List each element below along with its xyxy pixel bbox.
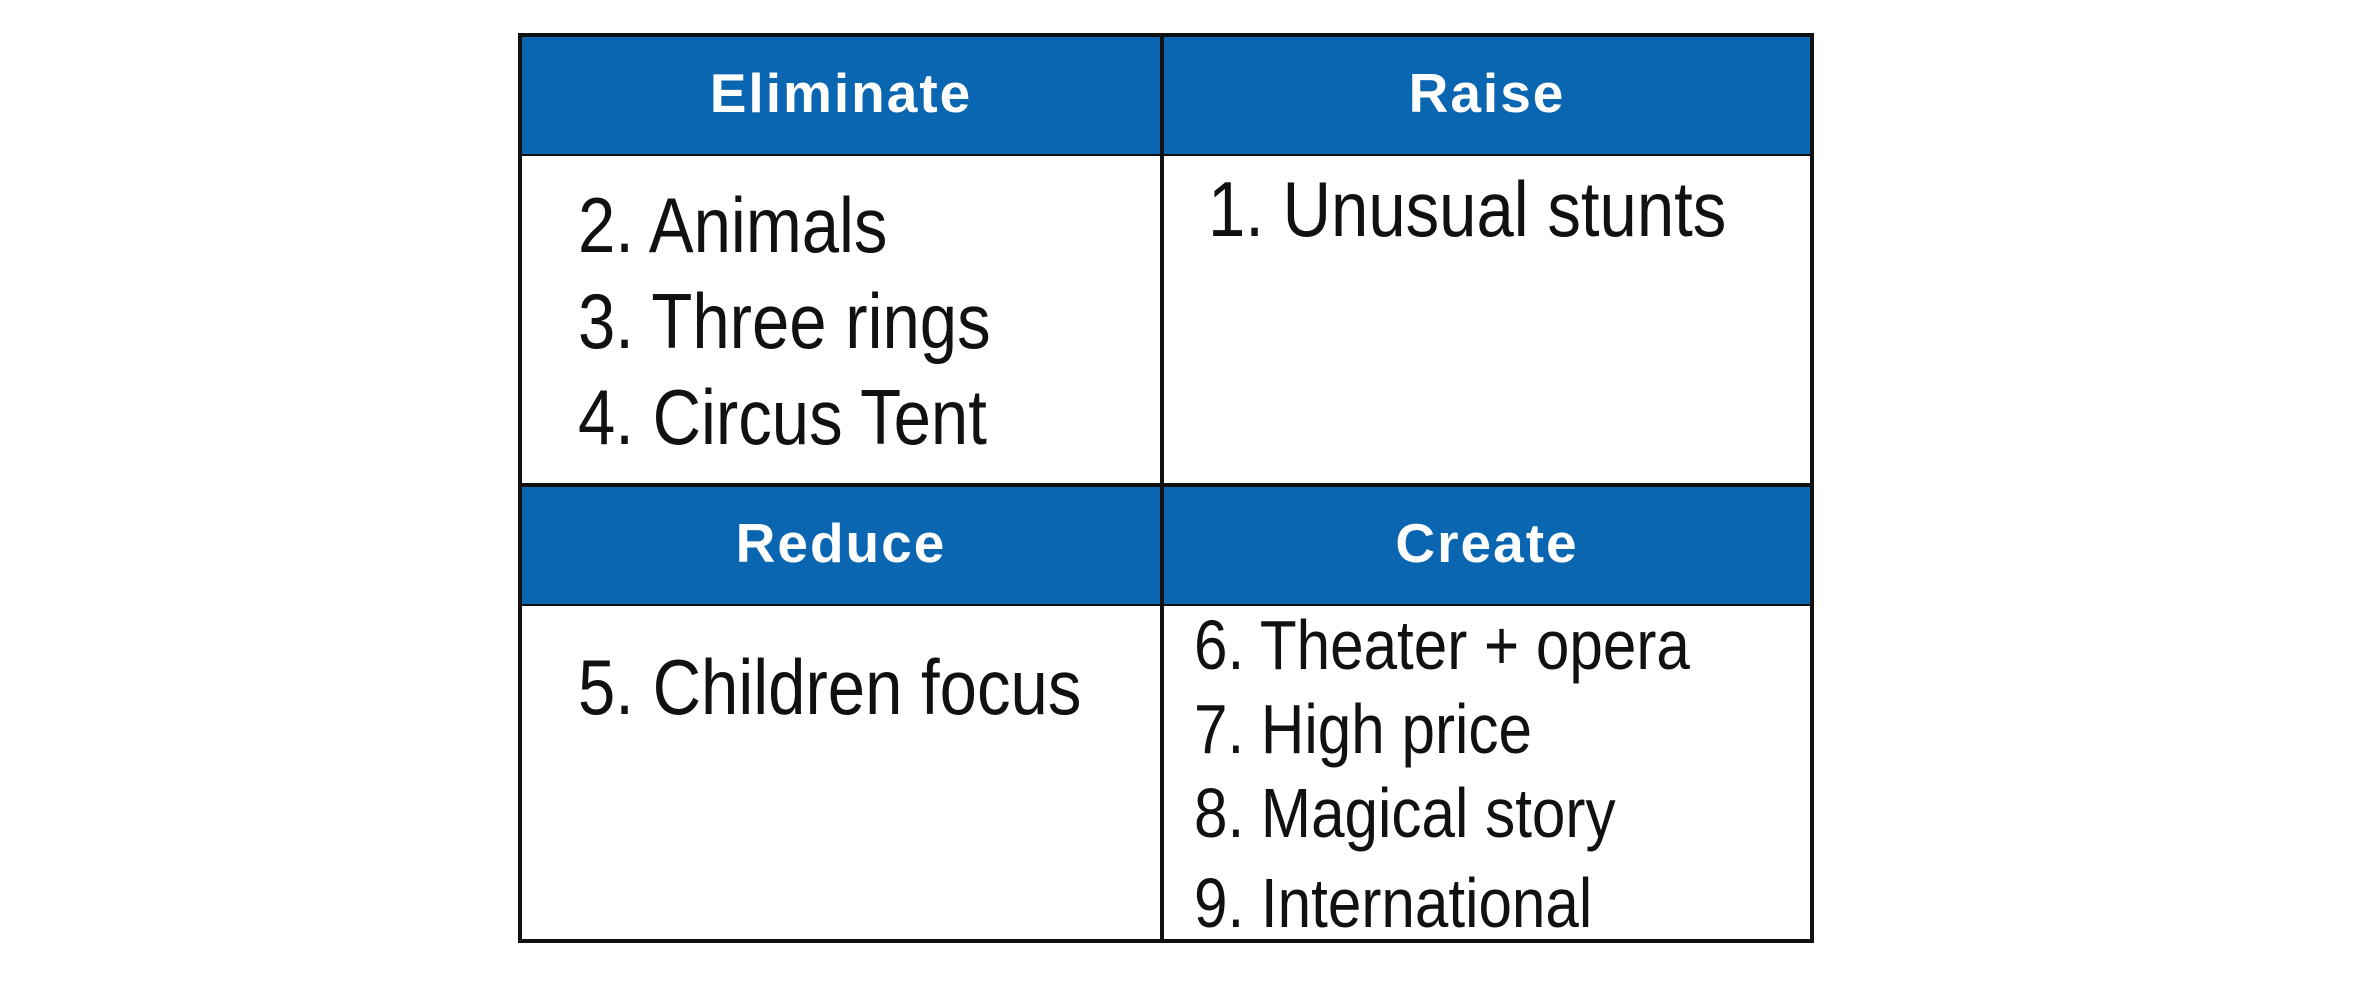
create-item: 9. International xyxy=(1194,864,1593,942)
eliminate-title: Eliminate xyxy=(709,61,973,124)
reduce-body: 5. Children focus xyxy=(522,606,1164,939)
eliminate-item: 3. Three rings xyxy=(578,277,991,365)
raise-header: Raise xyxy=(1164,37,1810,156)
raise-body: 1. Unusual stunts xyxy=(1164,156,1810,487)
raise-item: 1. Unusual stunts xyxy=(1208,165,1727,253)
errc-grid: Eliminate Raise 2. Animals 3. Three ring… xyxy=(518,33,1814,943)
reduce-title: Reduce xyxy=(735,511,947,574)
create-header: Create xyxy=(1164,487,1810,606)
eliminate-body: 2. Animals 3. Three rings 4. Circus Tent xyxy=(522,156,1164,487)
create-title: Create xyxy=(1395,511,1579,574)
eliminate-header: Eliminate xyxy=(522,37,1164,156)
reduce-item: 5. Children focus xyxy=(578,643,1082,731)
create-item: 8. Magical story xyxy=(1194,774,1616,852)
create-item: 6. Theater + opera xyxy=(1194,606,1690,684)
reduce-header: Reduce xyxy=(522,487,1164,606)
create-body: 6. Theater + opera 7. High price 8. Magi… xyxy=(1164,606,1810,939)
raise-title: Raise xyxy=(1408,61,1566,124)
eliminate-item: 4. Circus Tent xyxy=(578,373,987,461)
eliminate-item: 2. Animals xyxy=(578,181,888,269)
create-item: 7. High price xyxy=(1194,690,1532,768)
